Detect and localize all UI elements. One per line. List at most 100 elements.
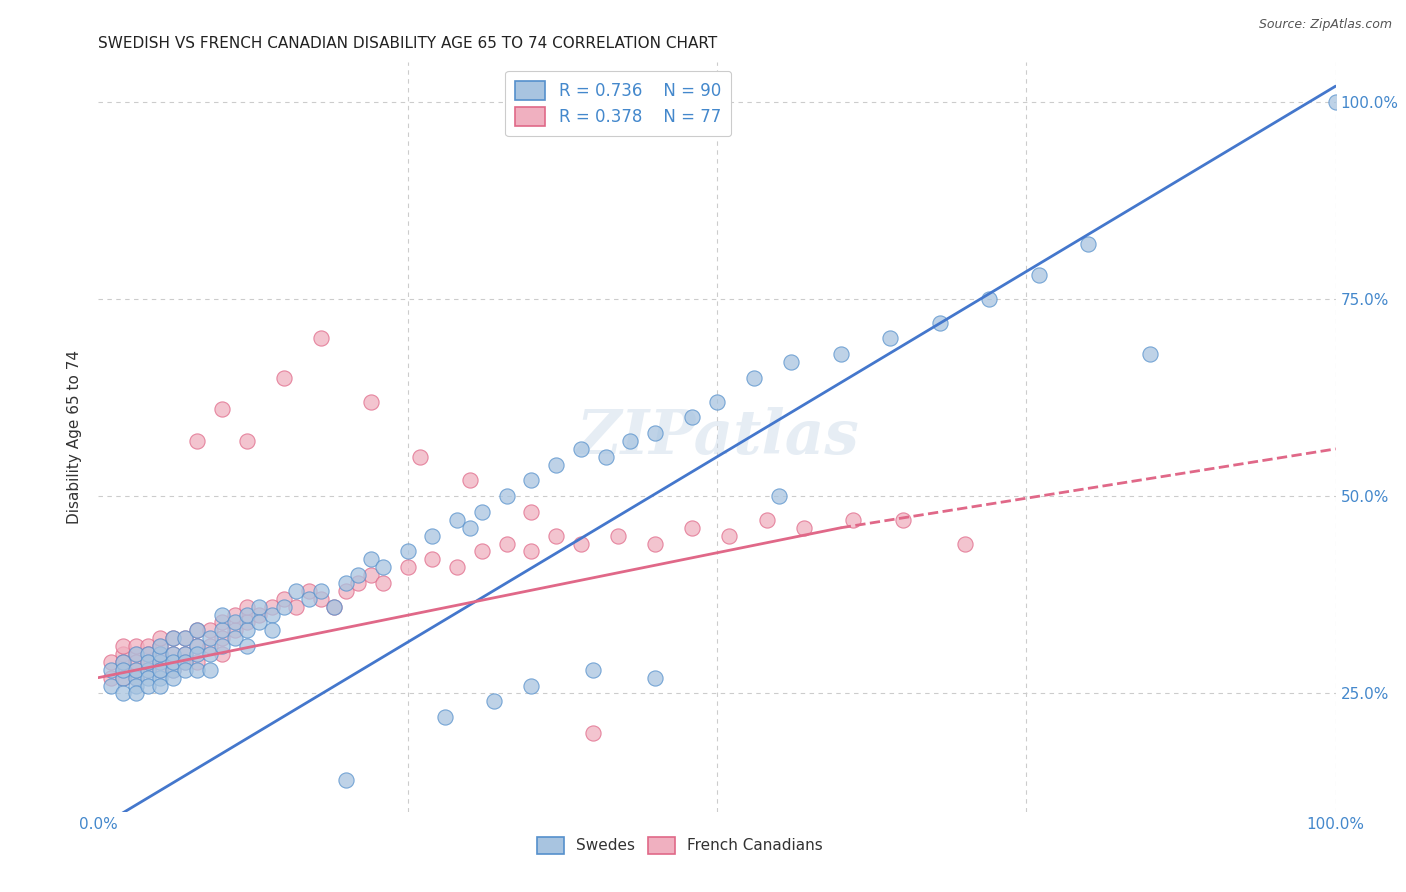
Point [335,576,357,591]
Point [371,576,394,591]
Point [309,331,332,345]
Point [569,442,592,456]
Point [112,639,135,653]
Point [422,529,444,543]
Point [520,505,543,519]
Point [1077,236,1099,251]
Point [347,576,370,591]
Point [520,679,543,693]
Point [136,671,159,685]
Point [1324,95,1347,109]
Point [162,663,184,677]
Point [198,647,221,661]
Point [211,402,233,417]
Point [124,686,146,700]
Point [136,663,159,677]
Point [124,671,146,685]
Point [471,544,494,558]
Point [273,371,295,385]
Point [446,513,468,527]
Point [211,624,233,638]
Point [247,599,270,614]
Point [879,331,901,345]
Point [100,663,122,677]
Point [569,536,592,550]
Point [198,631,221,645]
Point [149,631,172,645]
Point [186,624,208,638]
Point [198,663,221,677]
Point [149,663,172,677]
Point [149,655,172,669]
Point [260,599,283,614]
Point [484,694,506,708]
Point [174,655,197,669]
Point [186,639,208,653]
Point [149,647,172,661]
Legend: Swedes, French Canadians: Swedes, French Canadians [530,830,830,860]
Point [236,639,259,653]
Point [211,607,233,622]
Point [520,474,543,488]
Point [546,529,568,543]
Point [100,655,122,669]
Point [644,671,666,685]
Point [830,347,852,361]
Text: SWEDISH VS FRENCH CANADIAN DISABILITY AGE 65 TO 74 CORRELATION CHART: SWEDISH VS FRENCH CANADIAN DISABILITY AG… [98,36,717,51]
Text: Source: ZipAtlas.com: Source: ZipAtlas.com [1258,18,1392,31]
Point [162,671,184,685]
Text: ZIPatlas: ZIPatlas [575,407,859,467]
Point [174,647,197,661]
Point [136,647,159,661]
Point [211,615,233,630]
Point [742,371,765,385]
Point [211,631,233,645]
Point [162,631,184,645]
Point [174,631,197,645]
Point [681,521,703,535]
Point [224,615,246,630]
Point [149,663,172,677]
Point [136,639,159,653]
Point [495,536,517,550]
Point [198,639,221,653]
Point [149,639,172,653]
Point [644,426,666,441]
Point [309,583,332,598]
Point [1028,268,1050,283]
Point [780,355,803,369]
Point [112,655,135,669]
Point [124,639,146,653]
Point [149,679,172,693]
Point [236,434,259,448]
Point [582,663,605,677]
Point [124,663,146,677]
Point [755,513,778,527]
Point [793,521,815,535]
Point [582,726,605,740]
Point [458,521,481,535]
Point [198,624,221,638]
Point [928,316,950,330]
Point [149,639,172,653]
Point [285,599,308,614]
Point [322,599,344,614]
Point [285,583,308,598]
Point [891,513,914,527]
Point [112,671,135,685]
Point [520,544,543,558]
Point [112,686,135,700]
Point [298,583,321,598]
Point [681,410,703,425]
Point [1139,347,1161,361]
Point [236,615,259,630]
Point [124,655,146,669]
Point [136,655,159,669]
Point [322,599,344,614]
Point [619,434,641,448]
Point [260,607,283,622]
Point [162,647,184,661]
Point [458,474,481,488]
Point [335,583,357,598]
Point [100,671,122,685]
